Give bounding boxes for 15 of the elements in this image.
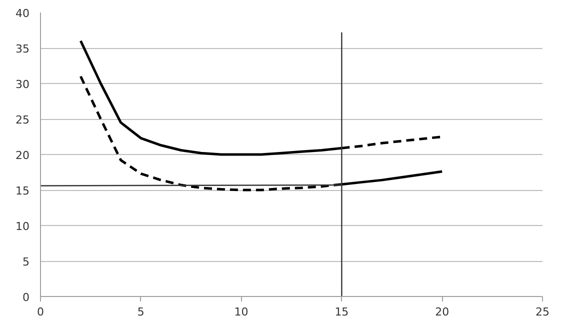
y-tick-label: 0: [22, 291, 30, 304]
x-tick-label: 20: [435, 306, 450, 318]
y-tick-label: 10: [16, 220, 30, 233]
y-tick-label: 15: [16, 184, 30, 198]
y-tick-label: 20: [16, 149, 30, 162]
x-tick-label: 0: [37, 306, 44, 318]
x-tick-label: 5: [137, 306, 144, 318]
y-tick-label: 5: [22, 256, 30, 268]
y-tick-label: 35: [16, 42, 30, 56]
x-tick-label: 15: [334, 306, 349, 318]
x-tick-label: 10: [234, 306, 248, 318]
y-tick-label: 40: [16, 7, 30, 20]
y-tick-label: 25: [16, 114, 30, 126]
x-tick-label: 25: [536, 306, 550, 318]
y-tick-label: 30: [16, 78, 30, 91]
